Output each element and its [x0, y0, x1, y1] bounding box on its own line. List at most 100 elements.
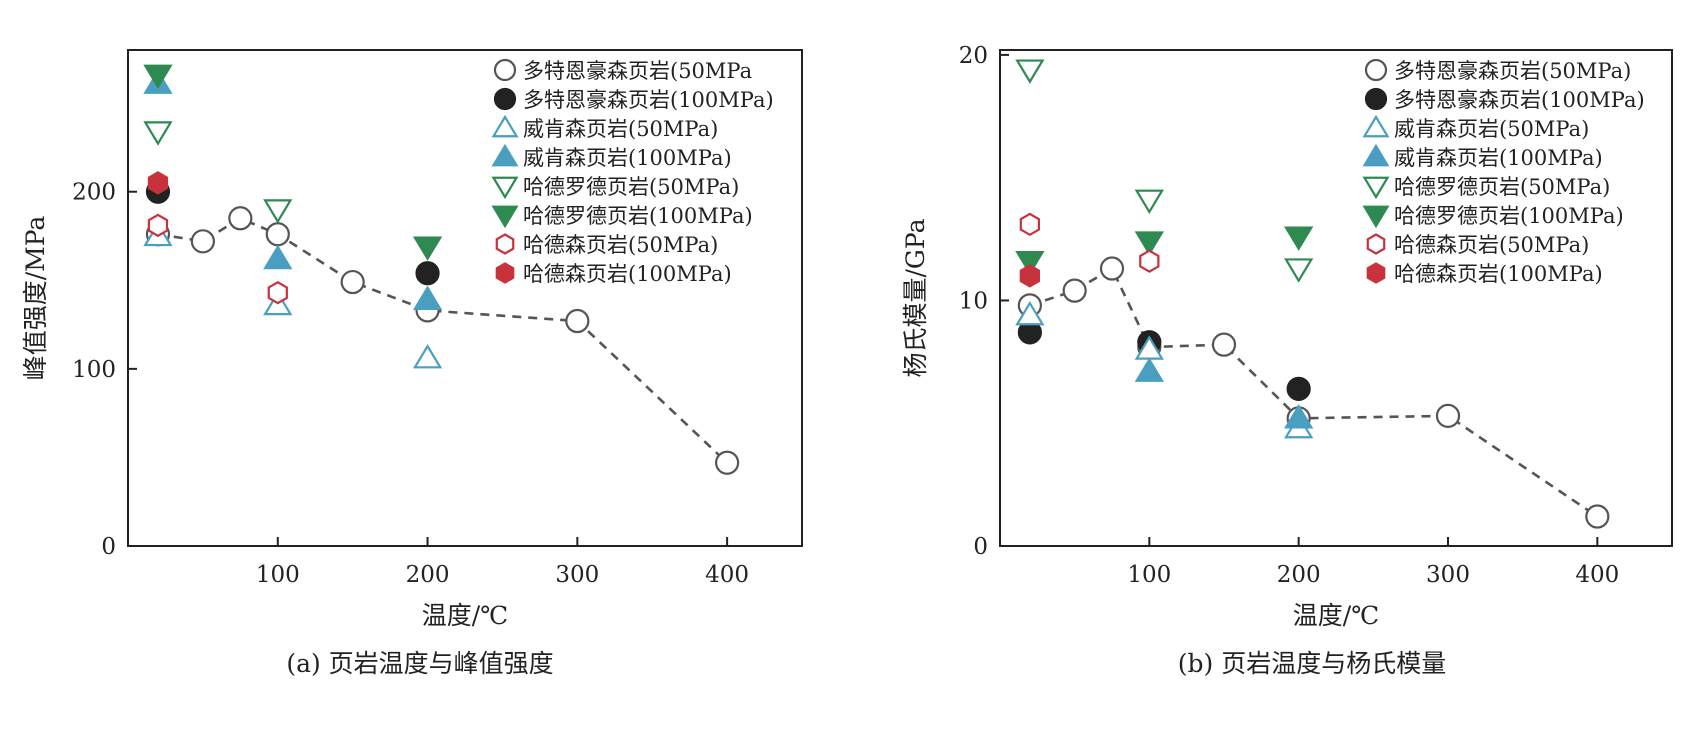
data-point-s4-0 [1015, 59, 1045, 84]
data-point-s0-3 [265, 222, 290, 247]
data-point-s4-1 [263, 199, 293, 224]
series-2 [1015, 300, 1314, 439]
series-6 [1019, 212, 1160, 273]
x-tick-label: 300 [555, 562, 599, 588]
legend: 多特恩豪森页岩(50MPa) 多特恩豪森页岩(100MPa) 威肯森页岩(50MPa… [1362, 58, 1645, 286]
data-point-s0-1 [1062, 278, 1087, 303]
legend-label: 威肯森页岩(100MPa) [1394, 146, 1603, 170]
legend-marker-7 [1366, 262, 1386, 284]
series-2 [143, 221, 443, 369]
x-tick-label: 200 [406, 562, 450, 588]
data-point-s0-1 [190, 229, 215, 254]
data-point-s5-0 [143, 64, 173, 90]
series-1 [1017, 320, 1311, 401]
series-1 [145, 179, 440, 286]
figure-caption: (b) 页岩温度与杨氏模量 [1178, 649, 1446, 678]
y-tick-label: 0 [973, 534, 988, 560]
x-tick-label: 400 [1575, 562, 1619, 588]
legend-label: 威肯森页岩(100MPa) [523, 146, 732, 170]
y-axis-label: 峰值强度/MPa [21, 216, 50, 381]
data-point-s2-0 [1015, 300, 1045, 326]
legend-label: 多特恩豪森页岩(100MPa) [523, 88, 774, 112]
x-tick-label: 400 [705, 562, 749, 588]
data-point-s6-0 [147, 213, 169, 238]
y-tick-label: 200 [72, 180, 116, 206]
series-7 [147, 171, 169, 195]
plot-frame [999, 49, 1673, 547]
legend-marker-7 [495, 262, 515, 284]
data-point-s4-0 [143, 121, 173, 146]
legend-marker-6 [495, 233, 515, 255]
legend-label: 哈德森页岩(50MPa) [1394, 233, 1589, 257]
data-point-s7-0 [1019, 264, 1041, 288]
legend-label: 多特恩豪森页岩(50MPa) [1394, 59, 1631, 83]
series-6 [147, 213, 288, 305]
legend-label: 哈德罗德页岩(50MPa) [1394, 175, 1610, 199]
data-point-s6-1 [267, 280, 288, 305]
x-axis-label: 温度/℃ [422, 601, 508, 630]
data-point-s6-0 [1019, 212, 1041, 237]
legend-marker-6 [1366, 233, 1386, 255]
legend-label: 哈德森页岩(100MPa) [1394, 262, 1603, 286]
series-3 [1134, 357, 1314, 429]
legend-label: 多特恩豪森页岩(50MPa [523, 59, 752, 83]
x-tick-label: 100 [256, 562, 300, 588]
data-point-s3-0 [1134, 357, 1164, 382]
x-tick-label: 100 [1127, 562, 1171, 588]
legend-marker-4 [1362, 176, 1390, 200]
data-point-s0-7 [715, 450, 740, 475]
data-point-s7-0 [147, 171, 169, 195]
plot-frame [127, 49, 803, 547]
x-tick-label: 300 [1426, 562, 1470, 588]
y-tick-label: 100 [72, 357, 116, 383]
legend-marker-1 [493, 87, 517, 111]
legend-label: 哈德森页岩(50MPa) [523, 233, 718, 257]
data-point-s5-0 [1015, 250, 1045, 276]
data-point-s3-1 [1284, 404, 1314, 429]
x-tick-label: 200 [1277, 562, 1321, 588]
data-point-s0-2 [228, 206, 253, 231]
data-point-s3-1 [263, 244, 293, 270]
data-point-s2-2 [412, 343, 443, 369]
data-point-s0-4 [340, 269, 365, 295]
data-point-s1-1 [415, 261, 440, 286]
data-point-s0-2 [1099, 256, 1125, 281]
data-point-s5-1 [1134, 231, 1164, 256]
legend-marker-1 [1364, 87, 1388, 111]
y-tick-label: 10 [959, 288, 988, 314]
x-axis-label: 温度/℃ [1293, 601, 1379, 630]
legend-label: 哈德罗德页岩(100MPa) [1394, 204, 1624, 228]
data-point-s5-2 [1284, 226, 1314, 251]
y-tick-label: 0 [101, 534, 116, 560]
legend-label: 哈德森页岩(100MPa) [523, 262, 732, 286]
legend-marker-2 [1362, 114, 1390, 138]
y-tick-label: 20 [959, 43, 988, 69]
series-4 [143, 121, 293, 224]
legend-label: 威肯森页岩(50MPa) [1394, 117, 1589, 141]
legend-marker-3 [1362, 143, 1390, 167]
legend-label: 多特恩豪森页岩(100MPa) [1394, 88, 1645, 112]
series-5 [1015, 226, 1314, 276]
legend: 多特恩豪森页岩(50MPa 多特恩豪森页岩(100MPa) 威肯森页岩(50MPa)… [491, 58, 774, 286]
data-point-s4-2 [1284, 258, 1314, 283]
data-point-s3-2 [412, 285, 443, 310]
data-point-s0-7 [1585, 504, 1610, 529]
legend-marker-0 [1364, 58, 1388, 82]
legend-marker-3 [491, 143, 519, 167]
data-point-s0-4 [1211, 332, 1237, 357]
legend-label: 威肯森页岩(50MPa) [523, 117, 718, 141]
legend-label: 哈德罗德页岩(100MPa) [523, 204, 753, 228]
legend-marker-0 [493, 58, 517, 82]
figure-caption: (a) 页岩温度与峰值强度 [286, 649, 553, 678]
legend-marker-4 [491, 176, 519, 200]
data-point-s5-1 [412, 236, 443, 261]
legend-marker-2 [491, 114, 519, 138]
series-0 [1017, 256, 1610, 529]
data-point-s1-2 [1286, 376, 1311, 401]
series-5 [143, 64, 443, 261]
y-axis-label: 杨氏模量/GPa [901, 218, 930, 377]
legend-marker-5 [1362, 205, 1390, 229]
series-3 [143, 69, 443, 310]
trend-line [1029, 266, 1599, 518]
